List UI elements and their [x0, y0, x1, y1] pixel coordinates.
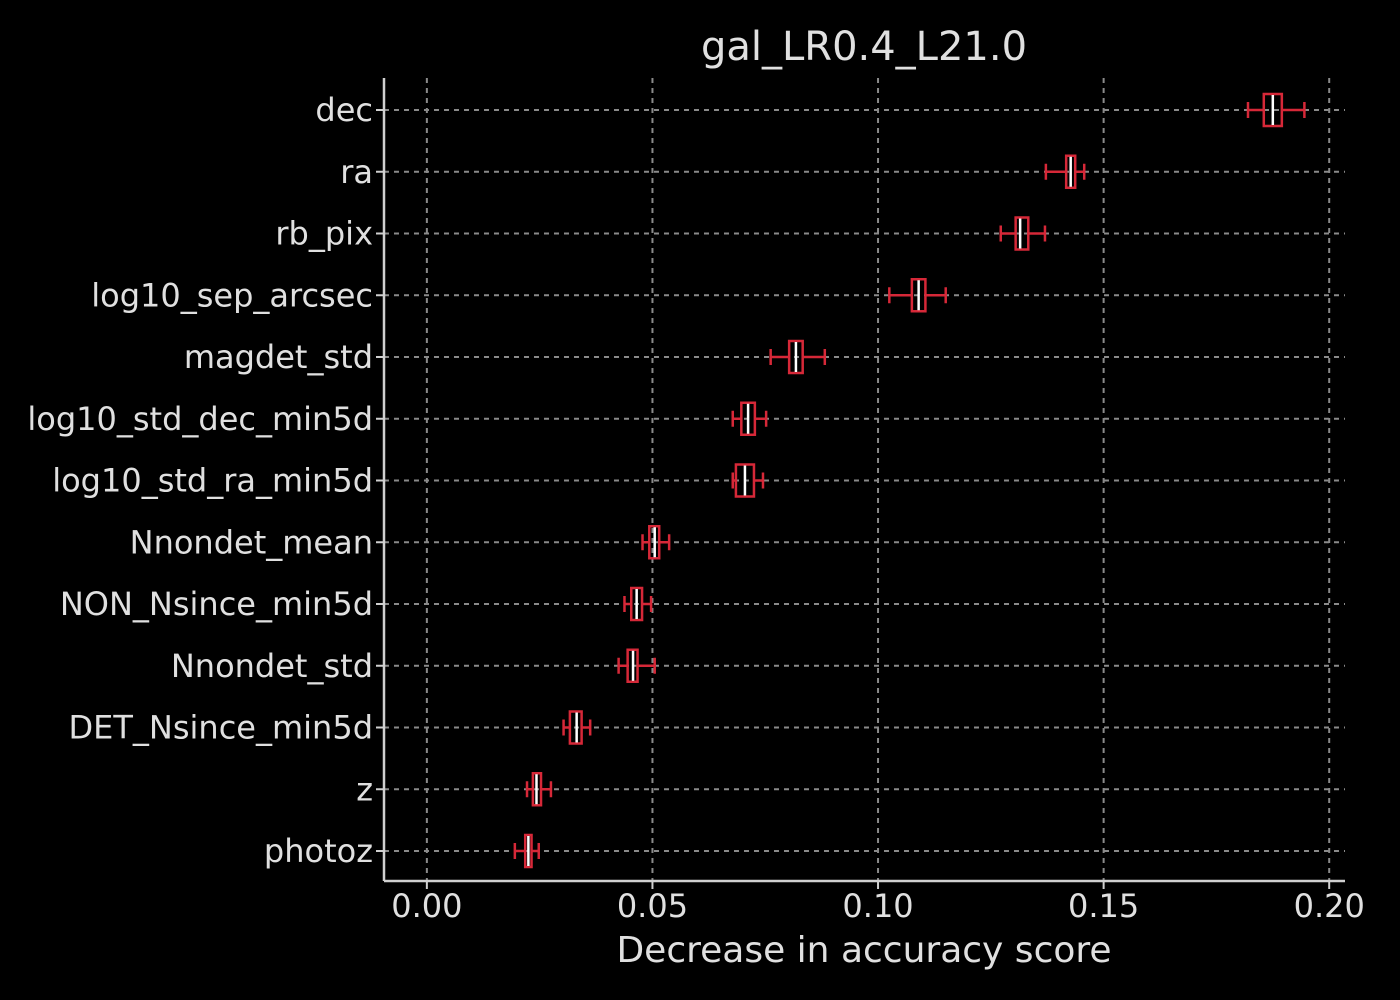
y-tick-label: log10_std_ra_min5d [52, 462, 373, 500]
x-tick-label: 0.05 [617, 887, 688, 925]
y-tick-label: log10_std_dec_min5d [27, 400, 373, 438]
y-tick-label: Nnondet_std [171, 647, 373, 685]
x-tick-label: 0.20 [1294, 887, 1365, 925]
y-tick-label: rb_pix [275, 215, 373, 253]
x-tick-label: 0.15 [1068, 887, 1139, 925]
y-tick-label: magdet_std [184, 338, 373, 376]
boxplot-rb_pix [999, 216, 1047, 251]
boxplot-log10_sep_arcsec [888, 278, 947, 313]
boxplot-z [525, 772, 553, 807]
iqr-box [1014, 216, 1030, 251]
iqr-box [1262, 92, 1284, 128]
x-axis-label: Decrease in accuracy score [616, 930, 1111, 971]
boxplot-log10_std_ra_min5d [731, 463, 765, 498]
boxplot-NON_Nsince_min5d [623, 586, 653, 622]
y-tick-label: photoz [264, 832, 373, 870]
iqr-box [648, 525, 661, 560]
iqr-box [910, 278, 927, 313]
grid-lines [384, 78, 1345, 881]
boxplots [513, 92, 1306, 869]
iqr-box [787, 339, 804, 375]
y-tick-label: ra [340, 153, 373, 191]
ticks: 0.00 0.05 0.10 0.15 0.20 dec ra rb_pix log10_sep… [27, 91, 1364, 925]
boxplot-log10_std_dec_min5d [731, 401, 768, 436]
chart-title: gal_LR0.4_L21.0 [701, 24, 1027, 70]
y-tick-label: z [356, 770, 373, 808]
boxplot-photoz [513, 833, 541, 869]
iqr-box [740, 401, 757, 436]
iqr-box [531, 772, 543, 807]
iqr-box [629, 586, 644, 622]
boxplot-dec [1246, 92, 1306, 128]
boxplot-magdet_std [769, 339, 827, 375]
iqr-box [568, 710, 583, 745]
iqr-box [734, 463, 756, 498]
boxplot-ra [1044, 154, 1086, 189]
boxplot-DET_Nsince_min5d [562, 710, 592, 745]
y-tick-label: DET_Nsince_min5d [69, 709, 373, 747]
iqr-box [523, 833, 533, 869]
x-tick-label: 0.10 [842, 887, 913, 925]
y-tick-label: log10_sep_arcsec [91, 276, 373, 314]
iqr-box [626, 648, 639, 683]
x-tick-label: 0.00 [391, 887, 462, 925]
y-tick-label: dec [315, 91, 373, 129]
y-tick-label: NON_Nsince_min5d [60, 585, 373, 623]
boxplot-Nnondet_mean [641, 525, 671, 560]
iqr-box [1064, 154, 1077, 189]
boxplot-Nnondet_std [617, 648, 656, 683]
y-tick-label: Nnondet_mean [130, 523, 373, 561]
